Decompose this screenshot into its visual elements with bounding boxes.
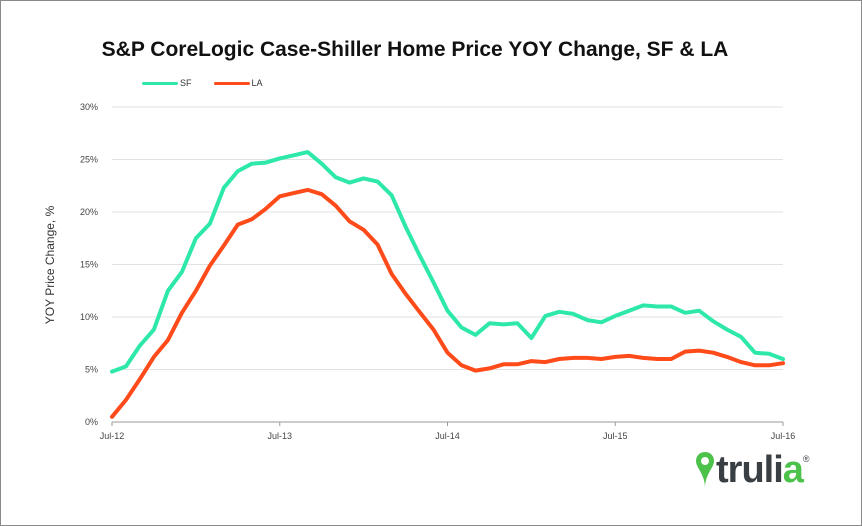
y-tick-label: 25% — [80, 155, 98, 165]
x-tick-label: Jul-13 — [267, 431, 292, 441]
logo-wordmark-text: truli — [716, 449, 784, 491]
legend-label-sf: SF — [180, 78, 192, 88]
legend-item-la: LA — [213, 78, 263, 88]
series-line-la — [110, 187, 785, 419]
legend-label-la: LA — [251, 78, 263, 88]
y-axis-ticks: 0% 5% 10% 15% 20% 25% 30% — [80, 102, 98, 427]
x-tick-label: Jul-16 — [771, 431, 796, 441]
x-axis-ticks: Jul-12 Jul-13 Jul-14 Jul-15 Jul-16 — [100, 422, 796, 441]
legend-item-sf: SF — [142, 78, 192, 88]
x-tick-label: Jul-12 — [100, 431, 125, 441]
y-axis-label: YOY Price Change, % — [43, 205, 57, 324]
map-pin-icon — [696, 452, 714, 488]
x-tick-label: Jul-15 — [603, 431, 628, 441]
legend-swatch-sf — [142, 81, 178, 85]
y-tick-label: 20% — [80, 207, 98, 217]
series-line-sf — [110, 150, 785, 374]
y-tick-label: 5% — [85, 365, 98, 375]
y-tick-label: 30% — [80, 102, 98, 112]
y-tick-label: 0% — [85, 417, 98, 427]
legend-swatch-la — [213, 81, 250, 85]
series-lines — [110, 150, 785, 419]
gridlines — [112, 106, 783, 423]
logo-wordmark: trulia — [716, 449, 804, 491]
registered-mark: ® — [802, 454, 810, 464]
trulia-logo: trulia ® — [694, 450, 810, 490]
y-tick-label: 15% — [80, 260, 98, 270]
y-tick-label: 10% — [80, 312, 98, 322]
logo-wordmark-accent: a — [782, 449, 804, 491]
x-tick-label: Jul-14 — [435, 431, 460, 441]
chart-title: S&P CoreLogic Case-Shiller Home Price YO… — [101, 38, 729, 61]
chart-legend: SF LA — [142, 78, 263, 88]
